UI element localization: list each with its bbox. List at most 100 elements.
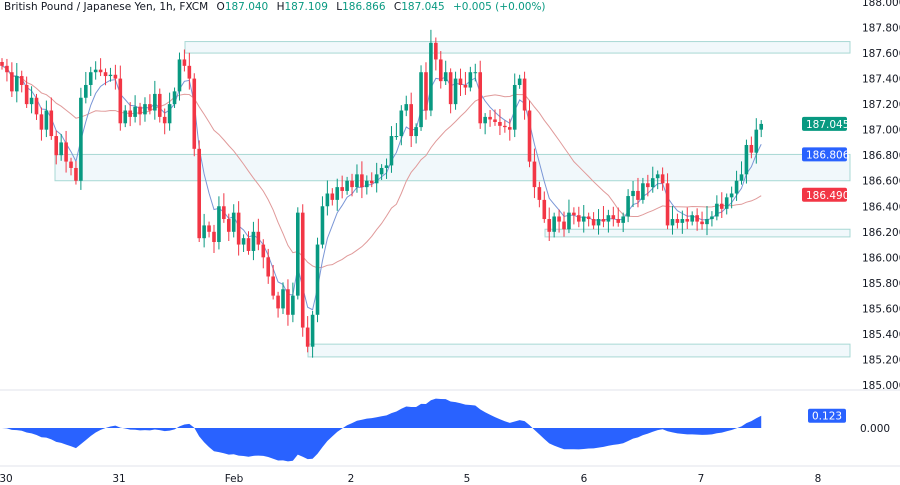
candle-body	[572, 212, 576, 216]
candle	[463, 71, 468, 95]
candle	[360, 161, 364, 199]
candle-body	[414, 127, 418, 137]
open-label: O	[216, 1, 225, 13]
candle	[369, 172, 374, 188]
candle-body	[217, 206, 221, 243]
candle-body	[429, 42, 433, 111]
candle	[700, 211, 704, 230]
time-axis-tick: Feb	[225, 473, 244, 485]
candle	[498, 108, 502, 136]
candle	[310, 310, 315, 358]
candle-body	[157, 93, 162, 117]
candle-body	[719, 203, 724, 209]
candle	[557, 209, 561, 233]
candle-body	[443, 72, 448, 82]
symbol-legend: British Pound / Japanese Yen, 1h, FXCM O…	[4, 1, 551, 13]
candle	[443, 60, 448, 85]
candle-body	[148, 104, 152, 111]
candle	[177, 52, 182, 101]
candle-body	[463, 84, 468, 88]
ohlc-open: O187.040	[217, 1, 269, 13]
candle-body	[483, 116, 487, 124]
candle	[98, 58, 103, 77]
high-label: H	[276, 1, 285, 13]
candle	[123, 105, 128, 128]
candle-body	[680, 219, 685, 223]
candle	[419, 65, 423, 131]
candle-body	[650, 178, 655, 188]
candle-body	[222, 206, 226, 220]
candle	[148, 94, 152, 115]
candle	[710, 211, 714, 227]
candle-body	[360, 174, 364, 188]
candle	[616, 207, 621, 227]
candle	[217, 196, 221, 250]
candle	[291, 282, 295, 323]
candle	[572, 207, 576, 225]
candle	[739, 161, 744, 185]
candle-body	[710, 216, 714, 220]
candle	[197, 140, 201, 243]
candle-body	[596, 219, 601, 226]
candle-body	[271, 276, 275, 296]
price-axis-tick: 187.400	[862, 74, 900, 86]
candle-body	[542, 199, 547, 220]
time-axis-tick: 5	[464, 473, 471, 485]
candle	[596, 209, 601, 235]
candle	[670, 206, 675, 235]
candle-body	[399, 110, 404, 137]
ohlc-low: L186.866	[336, 1, 385, 13]
candle-body	[365, 180, 369, 188]
candle	[49, 97, 54, 140]
price-axis-tick: 186.200	[862, 227, 900, 239]
candle	[143, 97, 147, 122]
candle	[621, 212, 625, 233]
candle-body	[675, 219, 680, 223]
candle-body	[276, 295, 280, 309]
oscillator-badge: 0.123	[812, 411, 842, 423]
candle	[394, 123, 399, 140]
candle	[266, 248, 271, 284]
candle-body	[143, 104, 147, 115]
candle	[507, 118, 512, 141]
candle-body	[266, 257, 271, 277]
candle	[665, 173, 670, 230]
candle	[690, 211, 694, 226]
price-axis-tick: 185.800	[862, 278, 900, 290]
candle	[429, 29, 433, 117]
candle	[286, 279, 290, 326]
candle	[606, 209, 611, 233]
candle-body	[350, 180, 354, 188]
candle-body	[557, 216, 561, 222]
candle-body	[182, 59, 187, 66]
candle	[172, 87, 177, 108]
candle	[488, 110, 492, 127]
candle	[315, 237, 320, 323]
candle	[581, 204, 586, 233]
candle-body	[537, 187, 542, 200]
candle	[453, 71, 458, 110]
candle	[74, 161, 78, 185]
candle	[729, 186, 734, 209]
candle	[675, 213, 680, 229]
time-axis-tick: 8	[815, 473, 822, 485]
candle-body	[552, 216, 556, 232]
candle	[330, 188, 335, 206]
candle	[350, 173, 354, 197]
candle	[251, 221, 256, 261]
candle	[374, 162, 379, 193]
candle	[236, 201, 241, 256]
candle	[222, 193, 226, 223]
candle	[409, 92, 413, 148]
candle-body	[404, 104, 409, 111]
candle	[601, 206, 606, 228]
candle	[631, 180, 635, 208]
oscillator-axis-tick: 0.000	[860, 423, 890, 435]
low-label: L	[336, 1, 343, 13]
candle	[503, 120, 507, 133]
candle	[241, 234, 246, 252]
candle-body	[685, 219, 690, 222]
candle-body	[586, 216, 591, 220]
candle	[84, 71, 88, 104]
